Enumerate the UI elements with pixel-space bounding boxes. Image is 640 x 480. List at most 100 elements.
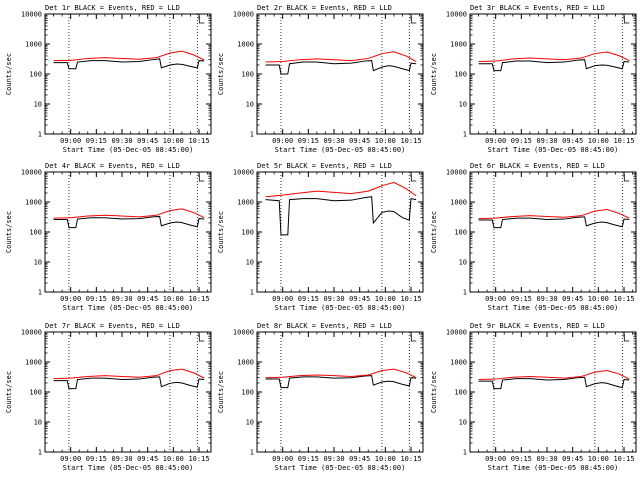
chart-title: Det 8r BLACK = Events, RED = LLD (257, 322, 392, 330)
x-tick-label: 09:45 (137, 455, 158, 463)
y-tick-label: 10000 (21, 169, 42, 177)
x-tick-label: 10:00 (163, 137, 184, 145)
y-axis-label: Counts/sec (430, 371, 438, 413)
bracket-marker-icon (410, 174, 417, 182)
x-axis-label: Start Time (05-Dec-05 08:45:00) (488, 146, 619, 154)
y-axis-label: Counts/sec (217, 371, 225, 413)
lld-series-line (265, 368, 417, 379)
chart-title: Det 4r BLACK = Events, RED = LLD (45, 162, 180, 170)
y-tick-label: 100 (241, 229, 254, 237)
x-tick-label: 10:15 (613, 295, 634, 303)
events-series-line (53, 215, 205, 229)
x-tick-label: 09:30 (536, 137, 557, 145)
x-tick-label: 10:00 (588, 455, 609, 463)
y-tick-label: 1 (463, 449, 467, 457)
y-tick-label: 10000 (446, 11, 467, 19)
x-tick-label: 10:15 (400, 295, 421, 303)
x-tick-label: 09:30 (111, 455, 132, 463)
x-tick-label: 09:45 (349, 455, 370, 463)
chart-panel-1: Det 1r BLACK = Events, RED = LLD Counts/s… (5, 4, 212, 154)
x-axis-label: Start Time (05-Dec-05 08:45:00) (63, 304, 194, 312)
x-tick-label: 09:15 (86, 137, 107, 145)
y-axis-label: Counts/sec (5, 211, 13, 253)
x-tick-label: 09:45 (137, 295, 158, 303)
x-tick-label: 09:00 (485, 295, 506, 303)
x-axis-label: Start Time (05-Dec-05 08:45:00) (275, 304, 406, 312)
chart-title: Det 1r BLACK = Events, RED = LLD (45, 4, 180, 12)
chart-title: Det 5r BLACK = Events, RED = LLD (257, 162, 392, 170)
y-tick-label: 10 (246, 101, 254, 109)
lld-series-line (478, 370, 630, 381)
x-tick-label: 10:00 (375, 295, 396, 303)
x-tick-label: 09:15 (86, 455, 107, 463)
y-axis-label: Counts/sec (217, 53, 225, 95)
y-tick-label: 10 (459, 419, 467, 427)
x-tick-label: 09:45 (562, 137, 583, 145)
x-tick-label: 10:00 (375, 455, 396, 463)
x-tick-label: 10:15 (188, 137, 209, 145)
lld-series-line (478, 209, 630, 220)
y-tick-label: 1 (38, 449, 42, 457)
y-axis-label: Counts/sec (430, 53, 438, 95)
chart-panel-4: Det 4r BLACK = Events, RED = LLD Counts/s… (5, 162, 212, 312)
y-tick-label: 1000 (237, 359, 254, 367)
x-tick-label: 09:15 (298, 455, 319, 463)
y-axis-label: Counts/sec (5, 371, 13, 413)
y-tick-label: 1000 (450, 359, 467, 367)
y-tick-label: 1 (38, 131, 42, 139)
x-tick-label: 09:45 (562, 295, 583, 303)
x-tick-label: 09:00 (272, 455, 293, 463)
lld-series-line (53, 368, 205, 380)
y-tick-label: 10 (246, 259, 254, 267)
plot-frame (256, 13, 424, 135)
y-tick-label: 100 (454, 229, 467, 237)
x-axis-label: Start Time (05-Dec-05 08:45:00) (275, 146, 406, 154)
x-tick-label: 09:45 (349, 295, 370, 303)
x-tick-label: 09:00 (485, 137, 506, 145)
events-series-line (265, 196, 417, 236)
y-tick-label: 100 (29, 71, 42, 79)
x-tick-label: 10:00 (163, 455, 184, 463)
y-tick-label: 100 (454, 389, 467, 397)
x-tick-label: 09:00 (272, 295, 293, 303)
bracket-marker-icon (623, 16, 630, 24)
y-tick-label: 10 (34, 259, 42, 267)
bracket-marker-icon (198, 174, 205, 182)
events-series-line (265, 60, 417, 75)
y-tick-label: 10000 (233, 11, 254, 19)
y-tick-label: 1000 (450, 41, 467, 49)
x-tick-label: 09:15 (511, 137, 532, 145)
x-tick-label: 09:00 (60, 137, 81, 145)
y-tick-label: 1000 (25, 359, 42, 367)
lld-series-line (53, 208, 205, 219)
x-tick-label: 10:15 (188, 455, 209, 463)
chart-panel-3: Det 3r BLACK = Events, RED = LLD Counts/s… (430, 4, 637, 154)
y-tick-label: 1 (38, 289, 42, 297)
x-tick-label: 09:15 (86, 295, 107, 303)
y-tick-label: 1000 (237, 199, 254, 207)
x-tick-label: 09:45 (137, 137, 158, 145)
x-tick-label: 09:00 (60, 455, 81, 463)
y-tick-label: 10000 (21, 11, 42, 19)
chart-title: Det 2r BLACK = Events, RED = LLD (257, 4, 392, 12)
x-tick-label: 09:30 (111, 295, 132, 303)
x-tick-label: 10:15 (400, 455, 421, 463)
chart-panel-8: Det 8r BLACK = Events, RED = LLD Counts/s… (217, 322, 424, 472)
y-axis-label: Counts/sec (217, 211, 225, 253)
bracket-marker-icon (623, 334, 630, 342)
bracket-marker-icon (410, 16, 417, 24)
y-tick-label: 10000 (233, 169, 254, 177)
chart-title: Det 7r BLACK = Events, RED = LLD (45, 322, 180, 330)
x-tick-label: 09:00 (272, 137, 293, 145)
x-axis-label: Start Time (05-Dec-05 08:45:00) (488, 464, 619, 472)
plot-frame (469, 13, 637, 135)
plot-frame (256, 171, 424, 293)
y-tick-label: 10 (459, 259, 467, 267)
y-tick-label: 100 (454, 71, 467, 79)
plot-frame (44, 171, 212, 293)
events-series-line (478, 216, 630, 229)
x-tick-label: 10:15 (400, 137, 421, 145)
chart-panel-2: Det 2r BLACK = Events, RED = LLD Counts/s… (217, 4, 424, 154)
y-tick-label: 100 (29, 229, 42, 237)
